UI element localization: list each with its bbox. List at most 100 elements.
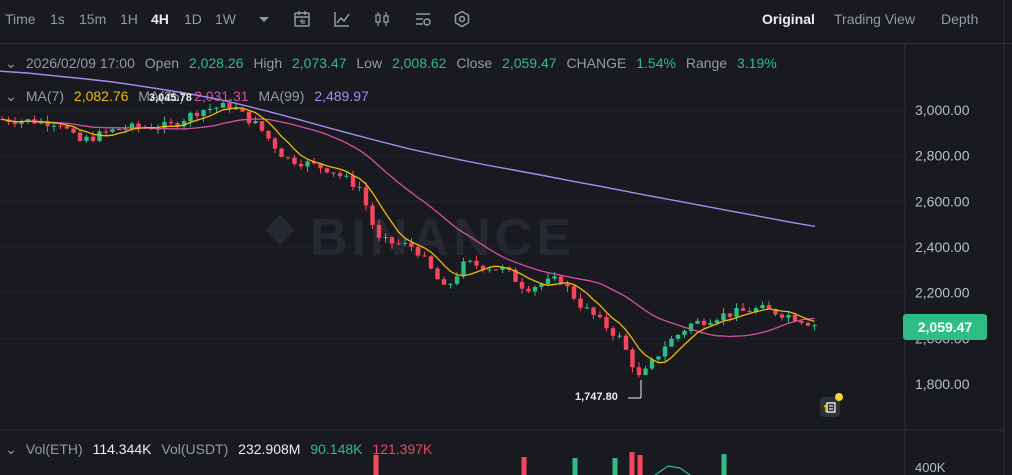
candle-body [649,359,655,369]
interval-4h[interactable]: 4H [151,11,169,27]
y-tick-label: 2,400.00 [915,239,970,255]
notes-icon[interactable] [818,393,844,419]
candle-body [513,269,518,282]
candle-body [12,121,18,124]
view-trading-view[interactable]: Trading View [834,11,915,27]
candle-body [259,121,265,131]
candle-body [363,187,369,206]
candle-body [409,242,414,247]
candle-body [662,346,668,357]
candle-body [526,288,531,292]
candle-body [623,335,629,350]
candle-type-icon[interactable] [373,10,391,28]
candle-body [435,268,440,280]
candle-body [487,269,492,271]
volume-bar [572,458,578,475]
ma-collapse-chevron-icon[interactable]: ⌄ [5,88,17,104]
volume-ma-line [654,465,691,475]
candle-body [77,132,83,141]
vol-ma1-value: 90.148K [310,441,363,457]
vol-ma2-value: 121.397K [372,441,433,457]
view-depth[interactable]: Depth [941,11,979,27]
candle-body [597,314,603,317]
vol-usdt-value: 232.908M [238,441,301,457]
settings-list-icon[interactable] [414,10,432,28]
candle-body [805,322,811,326]
y-tick-label: 2,600.00 [915,193,970,209]
watermark: BINANCE [265,209,571,267]
candles [0,98,817,378]
candle-body [552,276,557,279]
candle-body [357,186,362,188]
interval-1s[interactable]: 1s [50,11,65,27]
interval-1w[interactable]: 1W [215,11,236,27]
candle-body [279,148,284,158]
candle-body [298,163,304,167]
candle-body [454,276,460,284]
candle-body [402,242,408,244]
candle-body [207,108,213,111]
candle-body [591,307,596,315]
candle-body [532,286,538,292]
interval-time[interactable]: Time [5,11,36,27]
candle-body [422,255,427,257]
ma25-line-group [1,118,815,338]
close-value: 2,059.47 [502,55,557,71]
volume-bar [521,457,527,475]
candle-body [493,269,499,271]
dropdown-caret-icon[interactable] [255,10,273,28]
candle-body [727,313,733,317]
interval-1d[interactable]: 1D [184,11,202,27]
candle-body [786,314,791,318]
candle-body [19,121,24,124]
volume-bar [612,458,618,475]
candle-body [558,276,564,285]
candle-body [51,125,57,127]
candle-body [792,314,798,322]
candle-body [389,237,395,244]
close-label: Close [456,55,493,71]
candle-body [799,321,804,323]
candle-body [415,246,421,256]
candle-body [500,267,505,270]
y-tick-label: 2,200.00 [915,285,970,301]
interval-15m[interactable]: 15m [79,11,107,27]
y-axis: 1,800.002,000.002,200.002,400.002,600.00… [0,102,970,392]
candle-body [90,136,96,141]
candle-body [285,157,291,159]
candle-body [84,136,89,141]
candle-body [311,161,317,164]
high-value: 2,073.47 [292,55,347,71]
candle-body [292,157,297,164]
candle-body [240,108,245,112]
collapse-chevron-icon[interactable]: ⌄ [5,55,17,71]
candle-body [643,368,648,376]
vol-usdt-label: Vol(USDT) [161,441,229,457]
candle-body [305,161,310,167]
indicator-icon[interactable] [333,10,351,28]
high-marker-label: 3,045.78 [149,92,192,104]
candle-body [617,335,622,337]
candle-body [142,127,148,129]
calendar-icon[interactable] [293,10,311,28]
candle-body [233,108,239,110]
y-tick-label: 3,000.00 [915,102,970,118]
candle-body [773,309,778,315]
candle-body [779,314,785,318]
candle-body [25,119,31,122]
candle-body [506,267,512,270]
ma99-value: 2,489.97 [314,88,369,104]
hexagon-settings-icon[interactable] [453,10,471,28]
view-original[interactable]: Original [762,11,815,27]
candle-body [701,320,707,325]
candle-body [181,121,187,127]
low-label: Low [356,55,383,71]
candle-date: 2026/02/09 17:00 [25,55,135,71]
candle-body [110,129,115,132]
ma99-label: MA(99) [258,88,305,104]
interval-1h[interactable]: 1H [120,11,138,27]
vol-collapse-chevron-icon[interactable]: ⌄ [5,441,17,457]
candle-body [376,224,382,238]
candle-body [162,121,167,129]
ma7-line-group [1,107,815,364]
